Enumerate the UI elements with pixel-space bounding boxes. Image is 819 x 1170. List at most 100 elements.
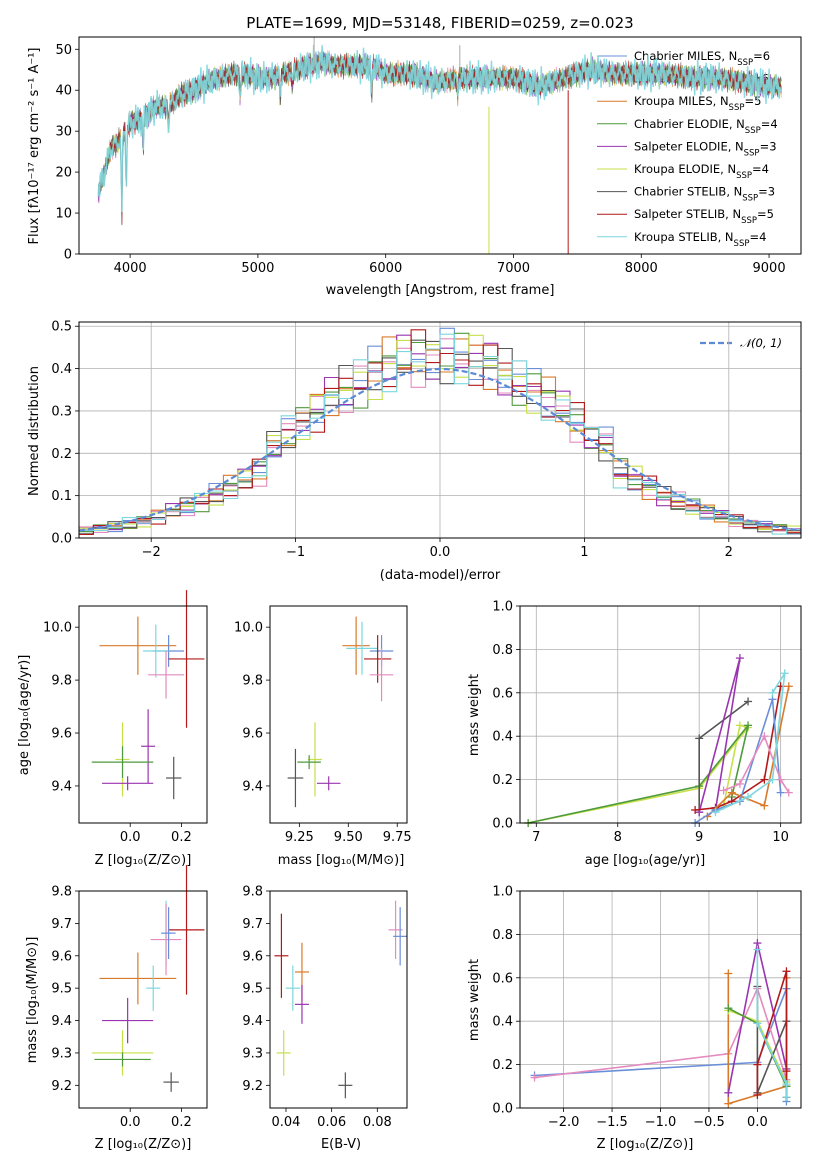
x-tick-label: −1.0 <box>645 1115 677 1130</box>
legend-count: =5 <box>757 207 774 221</box>
panel-1-frame <box>78 36 802 255</box>
x-tick-label: 6000 <box>369 261 402 276</box>
panel-6-points <box>91 865 205 1092</box>
error-cross-chabrier-elodie <box>297 755 321 770</box>
x-tick-label: 9.75 <box>383 830 412 845</box>
y-tick-label: 9.7 <box>51 917 72 932</box>
legend-count: =4 <box>752 162 769 176</box>
y-tick-label: 9.6 <box>242 949 263 964</box>
x-tick-label: 2 <box>725 545 733 560</box>
error-cross-salpeter-elodie <box>294 984 309 1024</box>
panel-4-frame <box>269 605 408 824</box>
y-tick-label: 9.8 <box>242 674 263 689</box>
panel-5-frame <box>519 605 802 824</box>
error-cross-salpeter-miles <box>150 903 182 976</box>
y-tick-label: 0.4 <box>51 362 72 377</box>
z-age-panel: Z [log₁₀(Z/Z⊙)] age [log₁₀(age/yr)] 0.0 0… <box>17 590 208 868</box>
legend-count: =5 <box>744 94 761 108</box>
y-tick-label: 0.8 <box>492 643 513 658</box>
legend-count: =4 <box>761 117 778 131</box>
spectrum-title: PLATE=1699, MJD=53148, FIBERID=0259, z=0… <box>246 14 633 32</box>
error-cross-salpeter-elodie <box>102 776 154 791</box>
panel-5-lines <box>524 654 793 827</box>
normal-curve-legend-label: 𝒩(0, 1) <box>740 336 782 350</box>
y-tick-label: 0.4 <box>492 1015 513 1030</box>
panel-2-frame <box>78 321 802 539</box>
legend-subscript: SSP <box>737 58 753 68</box>
error-cross-chabrier-stelib <box>166 756 182 800</box>
y-tick-label: 0.0 <box>51 532 72 547</box>
y-tick-label: 9.2 <box>51 1079 72 1094</box>
histogram-step-salpeter-stelib <box>79 329 801 535</box>
y-tick-label: 1.0 <box>492 600 513 615</box>
error-cross-salpeter-miles <box>148 650 184 699</box>
legend-subscript: SSP <box>744 148 760 158</box>
legend-count: =3 <box>760 139 777 153</box>
error-cross-kroupa-stelib <box>143 624 169 678</box>
x-tick-label: −2 <box>142 545 161 560</box>
residual-histogram-panel: (data-model)/error Normed distribution 𝒩… <box>27 320 802 583</box>
error-cross-kroupa-stelib <box>146 965 161 1011</box>
massweight-z-xlabel: Z [log₁₀(Z/Z⊙)] <box>597 1137 694 1152</box>
x-tick-label: 0.08 <box>363 1115 392 1130</box>
error-cross-chabrier-stelib <box>287 748 304 808</box>
y-tick-label: 0.0 <box>492 817 513 832</box>
y-tick-label: 9.8 <box>51 885 72 900</box>
error-cross-salpeter-stelib <box>168 590 205 728</box>
histogram-step-kroupa-stelib <box>79 333 801 535</box>
y-tick-label: 50 <box>55 43 72 58</box>
y-tick-label: 40 <box>55 84 72 99</box>
panel-3-points <box>91 590 205 800</box>
massweight-age-xlabel: age [log₁₀(age/yr)] <box>585 853 706 868</box>
x-tick-label: −1.5 <box>596 1115 628 1130</box>
panel-8-ticks: −2.0 −1.5 −1.0 −0.5 0.0 0.0 0.2 0.4 0.6 0.8 1.0 <box>492 885 767 1131</box>
y-tick-label: 9.6 <box>242 727 263 742</box>
x-tick-label: −0.5 <box>693 1115 725 1130</box>
ebv-mass-panel: E(B-V) 0.04 0.06 0.08 9.2 9.3 9.4 9.5 9.6 9.7 9.8 <box>242 885 408 1152</box>
x-tick-label: 9 <box>695 830 703 845</box>
error-cross-salpeter-miles <box>369 648 394 702</box>
spectrum-xlabel: wavelength [Angstrom, rest frame] <box>326 283 555 298</box>
y-tick-label: 9.4 <box>242 1014 263 1029</box>
legend-count: =3 <box>758 185 775 199</box>
x-tick-label: 10 <box>772 830 789 845</box>
mass-age-panel: mass [log₁₀(M/M⊙)] 9.25 9.50 9.75 9.4 9.6 9.8… <box>234 605 412 868</box>
error-cross-chabrier-elodie <box>91 746 154 779</box>
y-tick-label: 9.8 <box>242 885 263 900</box>
y-tick-label: 0.0 <box>492 1102 513 1117</box>
error-cross-kroupa-elodie <box>308 722 323 797</box>
legend-subscript: SSP <box>741 216 757 226</box>
error-cross-salpeter-stelib <box>274 913 289 998</box>
y-tick-label: 0.2 <box>492 773 513 788</box>
panel-3-ticks: 0.0 0.2 9.4 9.6 9.8 10.0 <box>43 621 192 845</box>
panel-6-ticks: 0.0 0.2 9.2 9.3 9.4 9.5 9.6 9.7 9.8 <box>51 885 191 1131</box>
y-tick-label: 9.2 <box>242 1079 263 1094</box>
panel-6-frame <box>78 890 208 1109</box>
error-cross-chabrier-stelib <box>163 1072 179 1092</box>
x-tick-label: 8000 <box>625 261 658 276</box>
y-tick-label: 0.4 <box>492 730 513 745</box>
panel-4-ticks: 9.25 9.50 9.75 9.4 9.6 9.8 10.0 <box>234 621 412 845</box>
legend-subscript: SSP <box>745 126 761 136</box>
legend-count: =4 <box>749 230 766 244</box>
x-tick-label: 1 <box>580 545 588 560</box>
z-mass-xlabel: Z [log₁₀(Z/Z⊙)] <box>95 1137 192 1152</box>
y-tick-label: 9.6 <box>51 949 72 964</box>
panel-7-frame <box>269 890 408 1109</box>
y-tick-label: 10.0 <box>234 621 263 636</box>
series-line-kroupa-stelib <box>756 949 788 1098</box>
panel-8-lines <box>530 939 791 1108</box>
error-cross-kroupa-elodie <box>276 1030 291 1076</box>
y-tick-label: 20 <box>55 166 72 181</box>
y-tick-label: 9.3 <box>51 1046 72 1061</box>
y-tick-label: 1.0 <box>492 885 513 900</box>
legend-subscript: SSP <box>734 239 750 249</box>
ebv-mass-xlabel: E(B-V) <box>321 1137 361 1152</box>
x-tick-label: 7000 <box>497 261 530 276</box>
histogram-ylabel: Normed distribution <box>27 366 42 496</box>
x-tick-label: 0.0 <box>120 830 141 845</box>
x-tick-label: 9.50 <box>334 830 363 845</box>
y-tick-label: 0.6 <box>492 686 513 701</box>
legend-subscript: SSP <box>729 103 745 113</box>
